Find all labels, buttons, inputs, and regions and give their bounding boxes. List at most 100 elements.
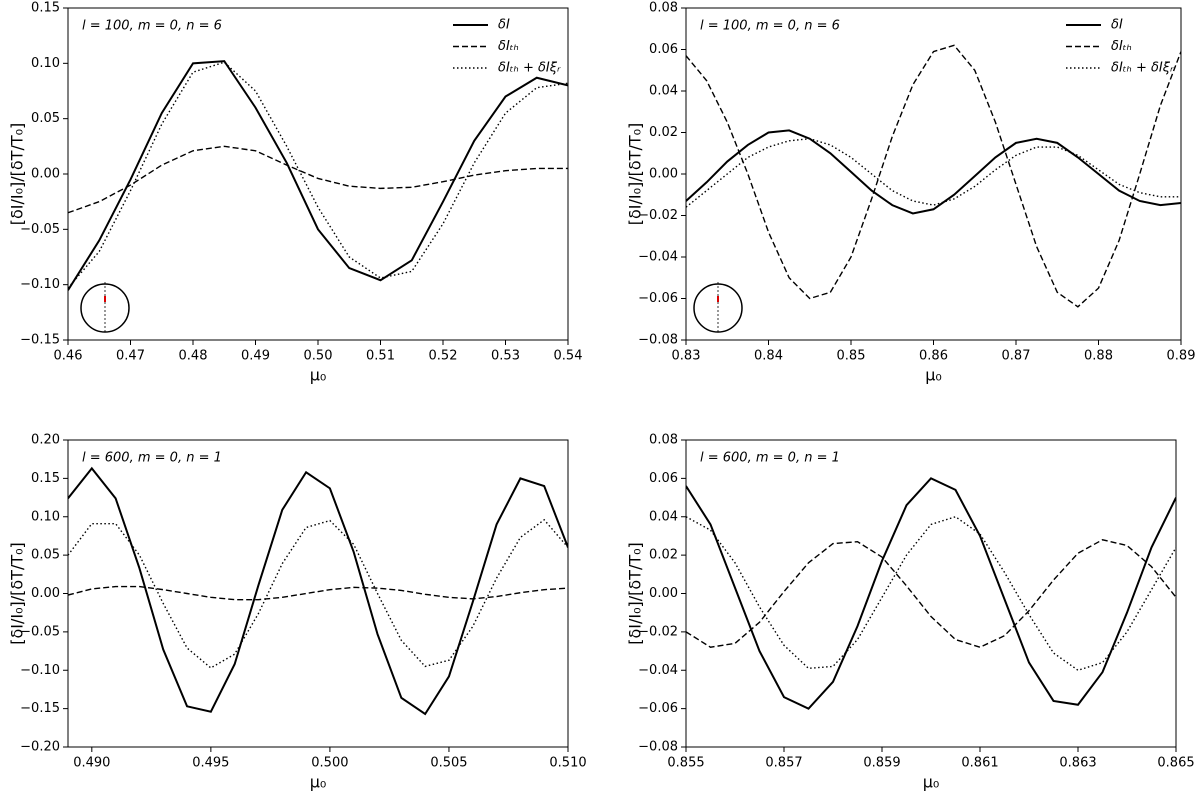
series-line xyxy=(68,60,568,291)
y-tick-label: −0.10 xyxy=(20,277,60,292)
x-tick-label: 0.87 xyxy=(1002,349,1031,364)
x-tick-label: 0.88 xyxy=(1084,349,1113,364)
series-line xyxy=(68,518,568,669)
y-tick-label: −0.05 xyxy=(20,624,60,639)
x-tick-label: 0.51 xyxy=(366,349,395,364)
plot-area xyxy=(68,466,568,716)
series-line xyxy=(68,145,568,214)
x-tick-label: 0.500 xyxy=(311,756,348,771)
legend-label: δIₜₕ + δIξᵣ xyxy=(498,61,561,76)
y-tick-label: 0.08 xyxy=(649,433,678,448)
series-line xyxy=(68,61,568,289)
x-tick-label: 0.505 xyxy=(430,756,467,771)
y-tick-label: 0.05 xyxy=(31,111,60,126)
y-tick-label: 0.05 xyxy=(31,548,60,563)
x-tick-label: 0.86 xyxy=(919,349,948,364)
x-tick-label: 0.865 xyxy=(1157,756,1194,771)
x-tick-label: 0.490 xyxy=(73,756,110,771)
x-tick-label: 0.48 xyxy=(179,349,208,364)
y-tick-label: 0.02 xyxy=(649,125,678,140)
legend-label: δI xyxy=(498,18,510,33)
y-tick-label: 0.15 xyxy=(31,471,60,486)
x-tick-label: 0.84 xyxy=(754,349,783,364)
x-tick-label: 0.54 xyxy=(554,349,583,364)
x-axis-label: μ₀ xyxy=(925,366,942,385)
x-tick-label: 0.495 xyxy=(192,756,229,771)
legend-label: δIₜₕ + δIξᵣ xyxy=(1111,61,1174,76)
y-tick-label: −0.05 xyxy=(20,222,60,237)
x-tick-label: 0.510 xyxy=(549,756,586,771)
y-tick-label: 0.15 xyxy=(31,1,60,16)
legend-label: δIₜₕ xyxy=(1111,39,1132,54)
x-tick-label: 0.83 xyxy=(672,349,701,364)
inset-circle xyxy=(80,282,130,334)
y-tick-label: 0.06 xyxy=(649,42,678,57)
x-tick-label: 0.859 xyxy=(863,756,900,771)
x-tick-label: 0.863 xyxy=(1059,756,1096,771)
y-tick-label: −0.08 xyxy=(638,740,678,755)
axes-frame xyxy=(685,7,1182,341)
axes-frame xyxy=(67,439,569,748)
x-axis-label: μ₀ xyxy=(310,366,327,385)
x-tick-label: 0.53 xyxy=(491,349,520,364)
y-tick-label: −0.02 xyxy=(638,624,678,639)
y-tick-label: 0.06 xyxy=(649,471,678,486)
annotation: l = 100, m = 0, n = 6 xyxy=(82,19,222,34)
plot-area xyxy=(686,477,1176,710)
x-tick-label: 0.857 xyxy=(765,756,802,771)
y-tick-label: −0.08 xyxy=(638,333,678,348)
x-tick-label: 0.89 xyxy=(1167,349,1196,364)
y-tick-label: 0.02 xyxy=(649,548,678,563)
annotation: l = 600, m = 0, n = 1 xyxy=(82,451,222,466)
y-axis-label: [δI/I₀]/[δT/T₀] xyxy=(626,542,645,645)
y-tick-label: 0.10 xyxy=(31,509,60,524)
x-tick-label: 0.47 xyxy=(116,349,145,364)
y-tick-label: 0.04 xyxy=(649,84,678,99)
y-tick-label: 0.00 xyxy=(649,167,678,182)
y-tick-label: −0.15 xyxy=(20,701,60,716)
y-tick-label: −0.02 xyxy=(638,208,678,223)
y-tick-label: −0.10 xyxy=(20,663,60,678)
series-line xyxy=(68,466,568,716)
y-tick-label: 0.00 xyxy=(31,586,60,601)
axes-frame xyxy=(685,439,1177,748)
inset-circle xyxy=(693,282,743,334)
y-axis-label: [δI/I₀]/[δT/T₀] xyxy=(626,123,645,226)
y-axis-label: [δI/I₀]/[δT/T₀] xyxy=(8,542,27,645)
x-tick-label: 0.85 xyxy=(837,349,866,364)
legend-label: δI xyxy=(1111,18,1123,33)
x-tick-label: 0.52 xyxy=(429,349,458,364)
plot-area xyxy=(68,60,568,291)
annotation: l = 600, m = 0, n = 1 xyxy=(700,451,840,466)
y-tick-label: 0.00 xyxy=(31,167,60,182)
y-tick-label: 0.08 xyxy=(649,1,678,16)
series-line xyxy=(686,515,1176,672)
y-tick-label: 0.04 xyxy=(649,509,678,524)
series-line xyxy=(686,539,1176,648)
y-tick-label: 0.20 xyxy=(31,433,60,448)
x-axis-label: μ₀ xyxy=(310,773,327,792)
series-line xyxy=(686,129,1181,215)
legend-label: δIₜₕ xyxy=(498,39,519,54)
series-line xyxy=(686,477,1176,710)
y-tick-label: 0.10 xyxy=(31,56,60,71)
series-line xyxy=(686,44,1181,308)
y-tick-label: 0.00 xyxy=(649,586,678,601)
x-tick-label: 0.50 xyxy=(304,349,333,364)
x-tick-label: 0.49 xyxy=(241,349,270,364)
y-tick-label: −0.06 xyxy=(638,291,678,306)
y-tick-label: −0.04 xyxy=(638,250,678,265)
x-tick-label: 0.46 xyxy=(54,349,83,364)
y-tick-label: −0.15 xyxy=(20,333,60,348)
series-line xyxy=(686,138,1181,208)
annotation: l = 100, m = 0, n = 6 xyxy=(700,19,840,34)
series-line xyxy=(68,585,568,601)
x-tick-label: 0.861 xyxy=(961,756,998,771)
plot-area xyxy=(686,44,1181,308)
y-axis-label: [δI/I₀]/[δT/T₀] xyxy=(8,123,27,226)
x-axis-label: μ₀ xyxy=(923,773,940,792)
x-tick-label: 0.855 xyxy=(667,756,704,771)
y-tick-label: −0.04 xyxy=(638,663,678,678)
axes-frame xyxy=(67,7,569,341)
